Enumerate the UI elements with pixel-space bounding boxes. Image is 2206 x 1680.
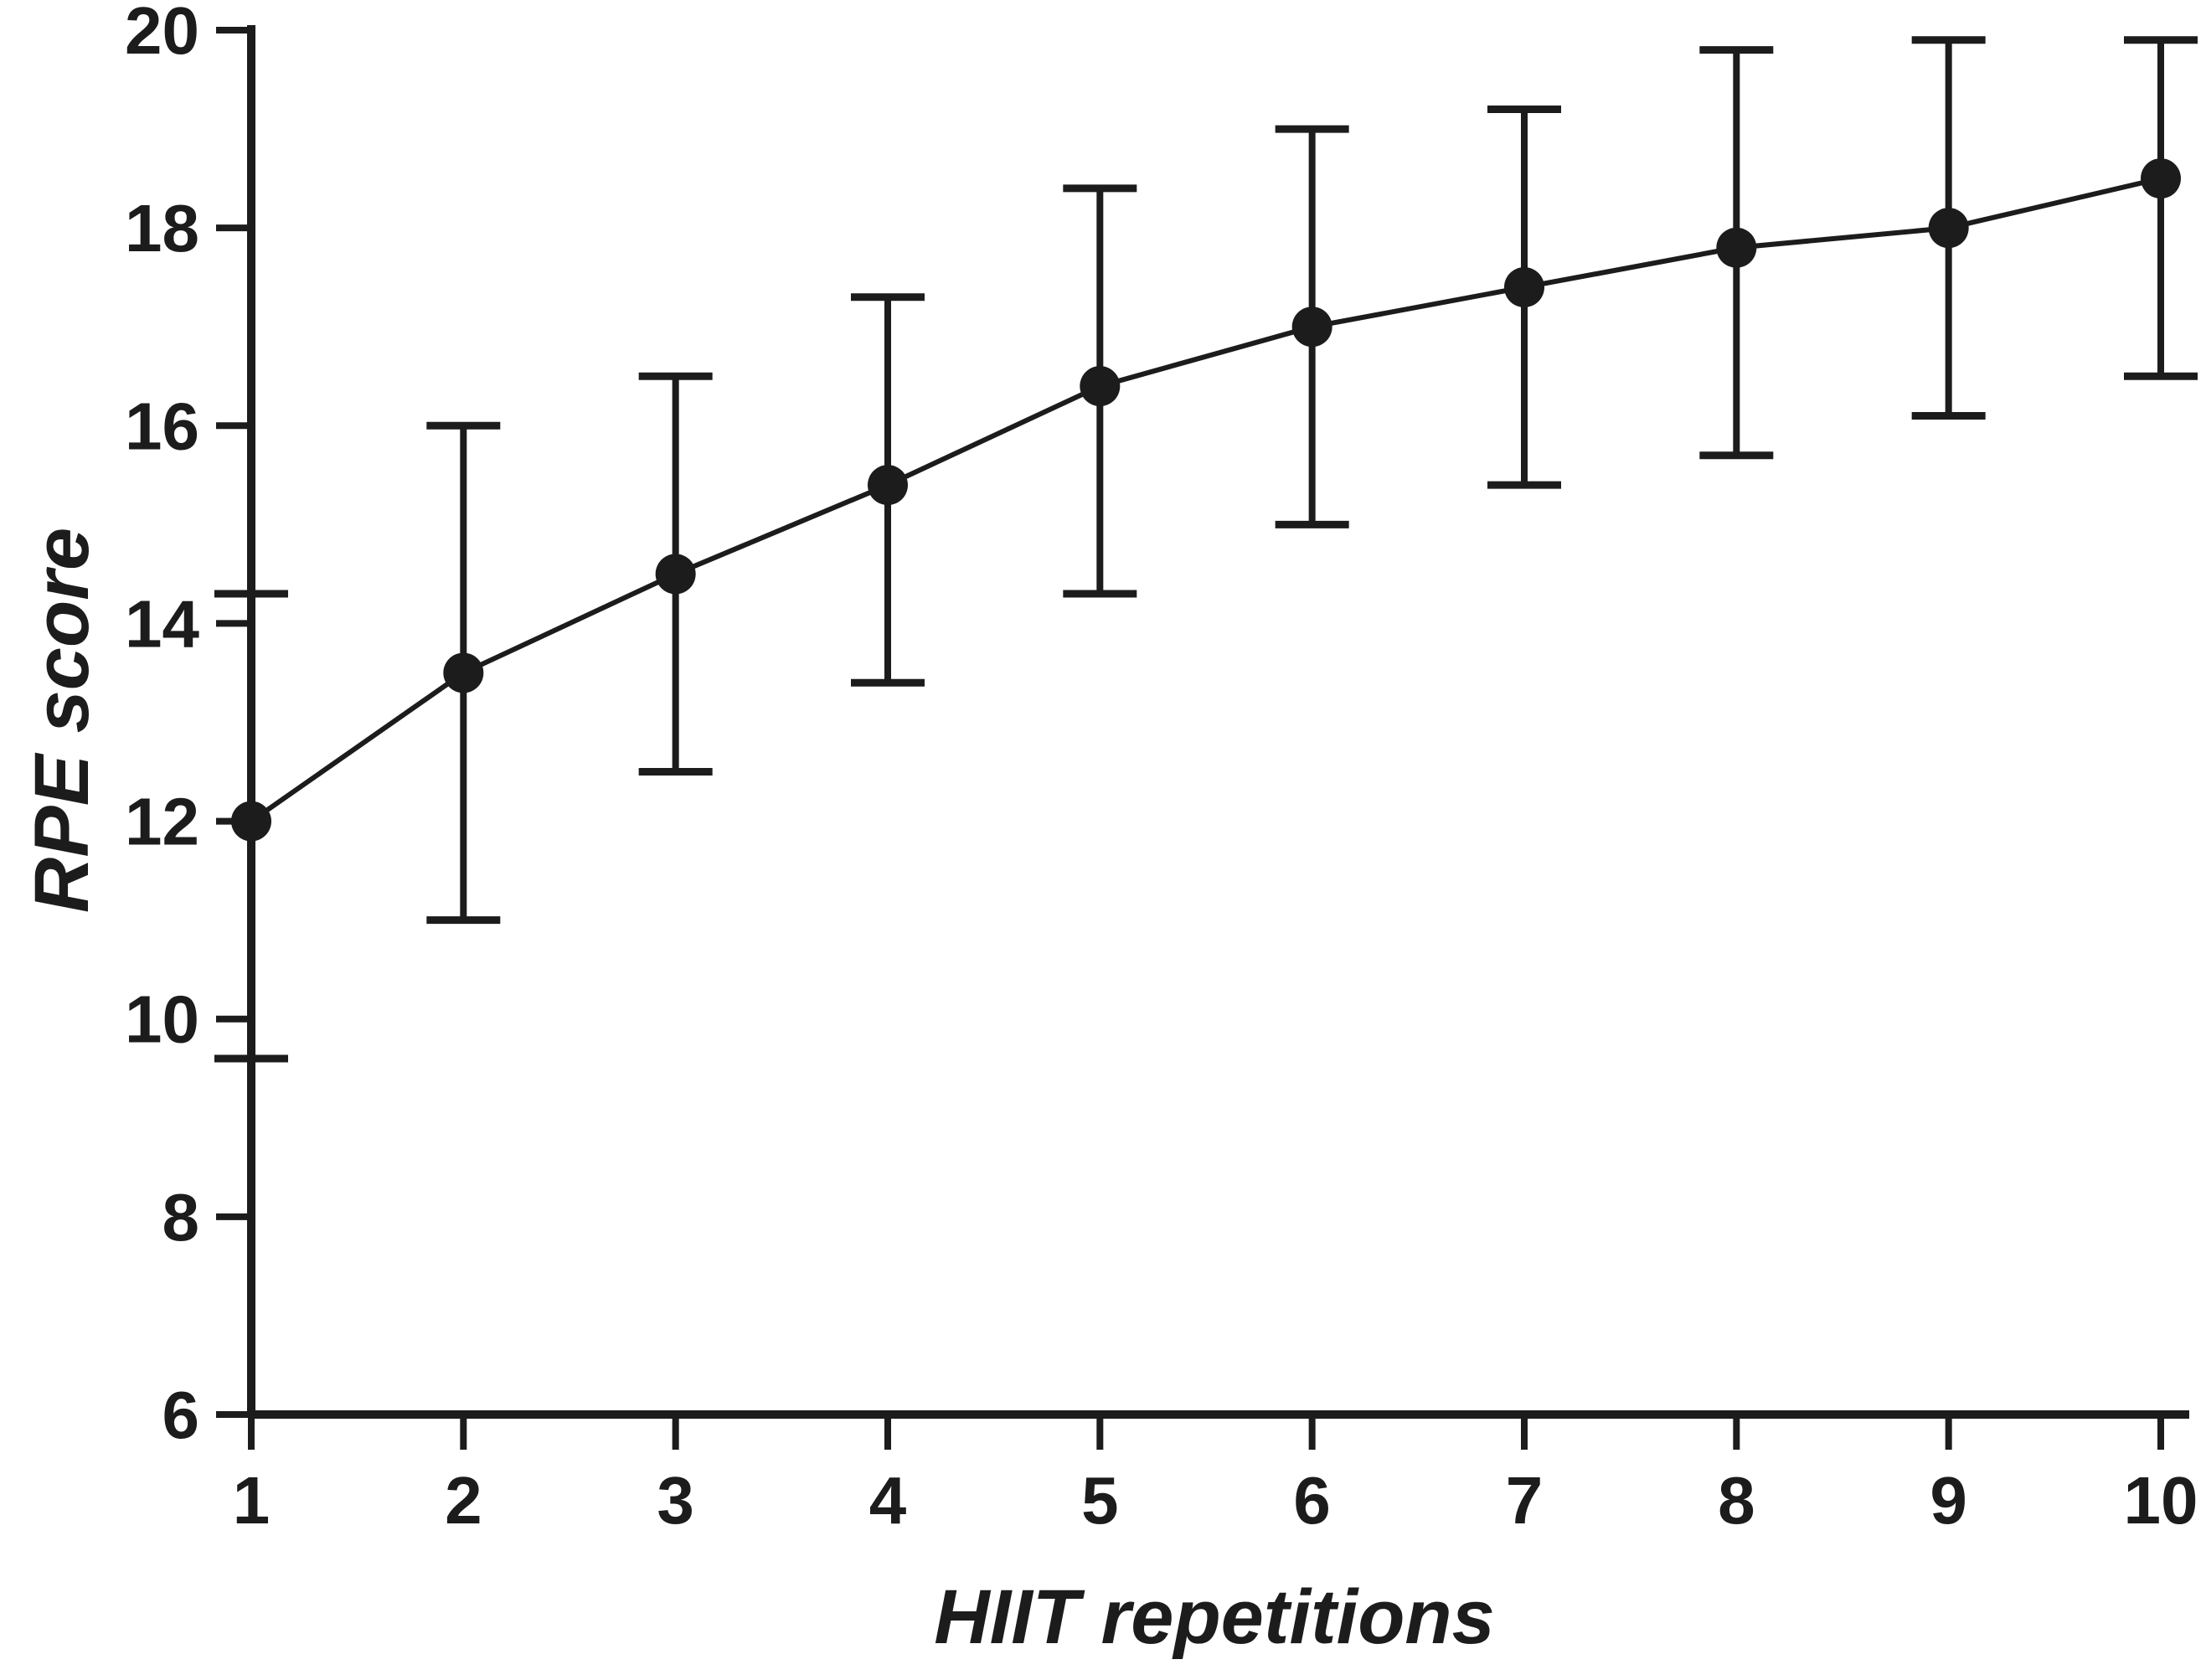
series-line bbox=[250, 176, 2162, 824]
y-axis-title: RPE score bbox=[19, 528, 105, 913]
y-tick-label: 14 bbox=[125, 586, 199, 661]
data-point bbox=[1504, 266, 1544, 307]
data-point bbox=[1716, 227, 1757, 268]
y-axis-ticks: 6 8 10 12 14 16 18 20 bbox=[125, 0, 251, 1452]
data-point bbox=[1928, 208, 1969, 249]
x-tick-label: 2 bbox=[445, 1463, 482, 1538]
error-bars bbox=[214, 36, 2198, 1063]
error-bar bbox=[2124, 36, 2198, 380]
x-tick-label: 5 bbox=[1081, 1463, 1119, 1538]
x-tick-label: 10 bbox=[2124, 1463, 2198, 1538]
x-axis-title: HIIT repetitions bbox=[934, 1574, 1495, 1660]
data-point bbox=[2141, 158, 2181, 199]
data-point bbox=[231, 801, 271, 842]
x-axis-ticks: 1 2 3 4 5 6 7 8 9 10 bbox=[233, 1415, 2198, 1538]
x-tick-label: 6 bbox=[1293, 1463, 1331, 1538]
x-tick-label: 9 bbox=[1930, 1463, 1967, 1538]
data-point bbox=[1291, 307, 1332, 348]
data-point-markers bbox=[231, 158, 2181, 842]
y-tick-label: 12 bbox=[125, 785, 199, 859]
y-tick-label: 10 bbox=[125, 982, 199, 1057]
y-tick-label: 20 bbox=[125, 0, 199, 68]
y-tick-label: 18 bbox=[125, 191, 199, 265]
x-tick-label: 1 bbox=[233, 1463, 271, 1538]
data-point bbox=[443, 652, 484, 693]
x-tick-label: 4 bbox=[869, 1463, 907, 1538]
data-point bbox=[1080, 366, 1121, 407]
y-tick-label: 8 bbox=[162, 1180, 200, 1255]
x-tick-label: 3 bbox=[657, 1463, 694, 1538]
y-tick-label: 6 bbox=[162, 1378, 200, 1452]
y-tick-label: 16 bbox=[125, 389, 199, 463]
x-tick-label: 7 bbox=[1506, 1463, 1544, 1538]
data-point bbox=[868, 465, 908, 506]
x-tick-label: 8 bbox=[1718, 1463, 1755, 1538]
data-point bbox=[655, 554, 696, 595]
